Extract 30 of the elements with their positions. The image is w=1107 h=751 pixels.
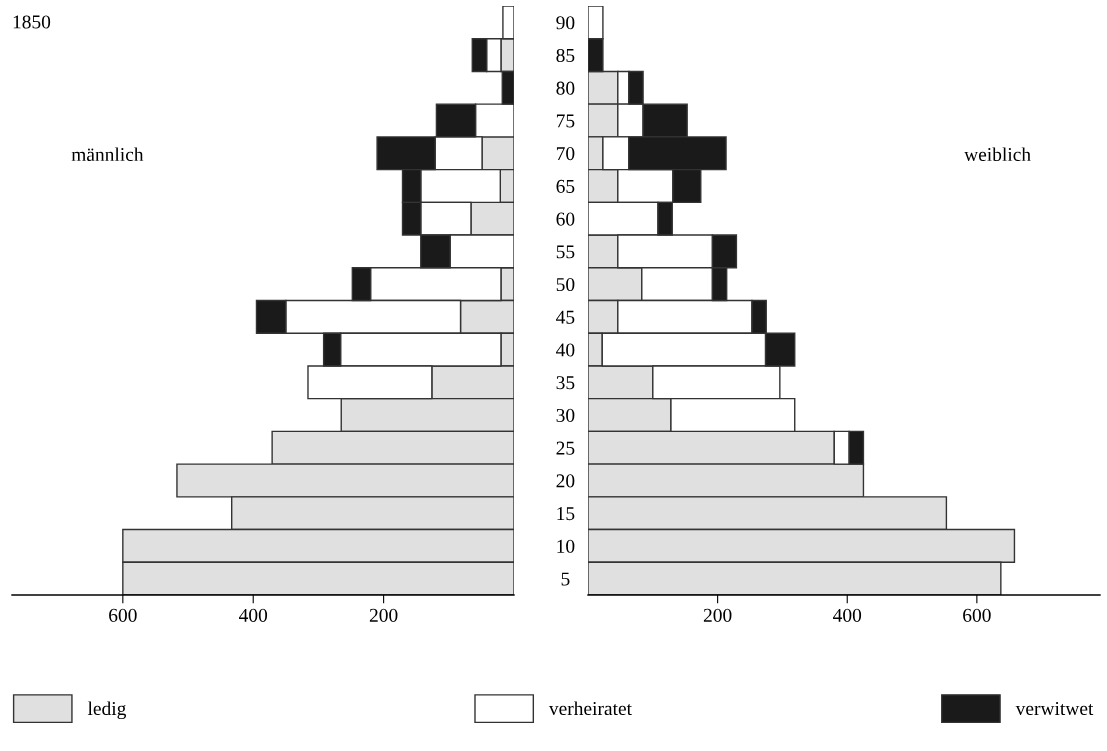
y-tick-label: 85 bbox=[556, 48, 575, 63]
y-tick-label: 75 bbox=[556, 114, 575, 128]
x-tick-label: 200 bbox=[703, 608, 732, 622]
y-tick-label: 90 bbox=[556, 16, 575, 30]
y-tick-label: 60 bbox=[556, 212, 575, 226]
y-tick-label: 20 bbox=[556, 474, 575, 488]
x-tick-label: 600 bbox=[109, 608, 137, 622]
legend-label: verheiratet bbox=[548, 701, 632, 716]
y-tick-label: 65 bbox=[556, 179, 575, 193]
chart-title: 1850 bbox=[13, 15, 51, 29]
y-tick-label: 5 bbox=[561, 572, 570, 586]
x-tick-label: 200 bbox=[369, 608, 398, 622]
y-tick-label: 70 bbox=[556, 147, 575, 161]
y-tick-label: 25 bbox=[556, 441, 575, 455]
legend-label: ledig bbox=[87, 701, 127, 720]
annotation: weiblich bbox=[964, 147, 1031, 162]
y-tick-label: 15 bbox=[557, 507, 575, 521]
y-tick-label: 30 bbox=[556, 408, 575, 422]
annotation: männlich bbox=[71, 147, 144, 162]
x-tick-label: 400 bbox=[833, 608, 862, 622]
legend-label: verwitwet bbox=[1015, 702, 1094, 716]
y-tick-label: 80 bbox=[556, 81, 575, 95]
y-tick-label: 35 bbox=[556, 376, 575, 390]
y-tick-label: 50 bbox=[556, 277, 575, 292]
y-tick-label: 40 bbox=[556, 343, 575, 357]
y-tick-label: 10 bbox=[557, 539, 575, 553]
x-tick-label: 400 bbox=[239, 608, 268, 622]
x-tick-label: 600 bbox=[963, 608, 991, 622]
y-tick-label: 55 bbox=[556, 245, 575, 259]
y-tick-label: 45 bbox=[556, 310, 575, 324]
